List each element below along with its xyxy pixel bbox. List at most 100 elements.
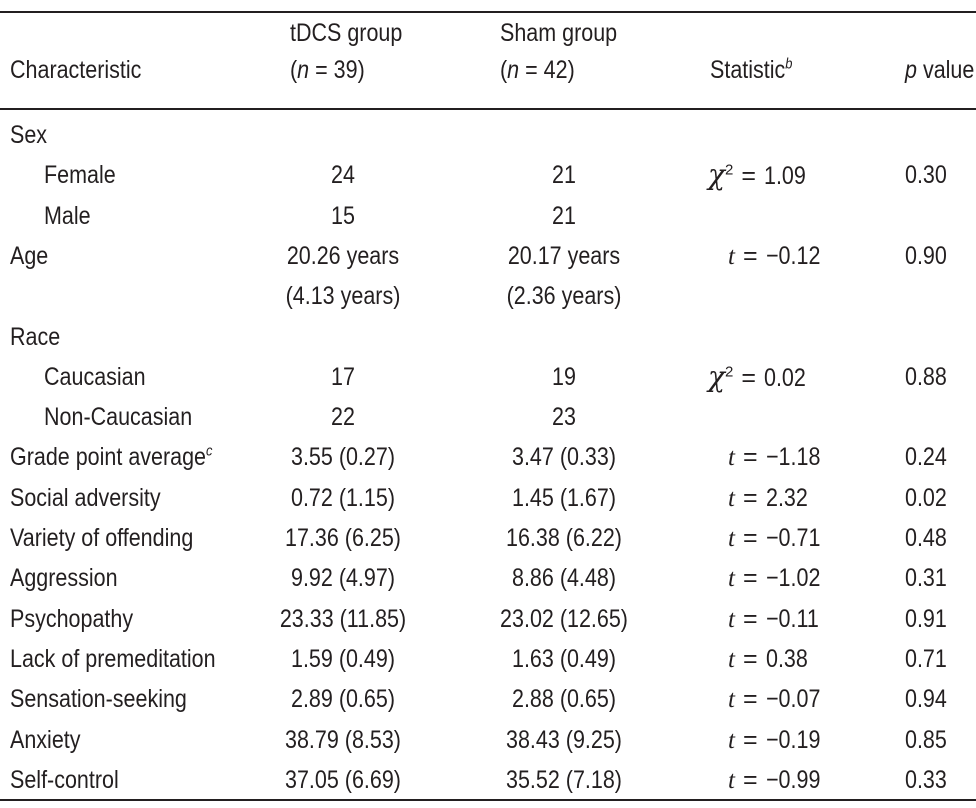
statistic-number: −0.12: [765, 241, 820, 270]
t-symbol: t: [728, 726, 735, 754]
header-sham-group: Sham group: [500, 19, 618, 47]
row-label: Caucasian: [44, 357, 146, 397]
sham-value: 23.02 (12.65): [500, 604, 628, 633]
t-symbol: t: [728, 444, 735, 472]
sham-value: 3.47 (0.33): [511, 443, 616, 472]
statistic-value: t = 0.38: [728, 639, 814, 680]
equals-sign: =: [742, 241, 758, 270]
header-statistic-note: b: [785, 55, 793, 73]
statistic-value: χ2 = 0.02: [708, 357, 813, 398]
p-value: 0.88: [905, 362, 947, 391]
header-rule: [0, 108, 976, 110]
t-symbol: t: [728, 484, 735, 512]
row-label: Anxiety: [10, 720, 81, 760]
sham-value: 23: [552, 403, 576, 432]
row-label: Male: [44, 196, 91, 236]
row-label-text: Social adversity: [10, 483, 161, 512]
equals-sign: =: [742, 685, 758, 714]
t-symbol: t: [728, 565, 735, 593]
row-label: Race: [10, 317, 60, 357]
t-symbol: t: [728, 605, 735, 633]
tdcs-value: 24: [331, 161, 355, 190]
header-tdcs-n: (n = 39): [290, 56, 365, 84]
header-p-var: p: [905, 56, 917, 84]
sham-value: 20.17 years: [507, 241, 621, 270]
header-tdcs-n-var: n: [297, 56, 310, 84]
t-symbol: t: [728, 686, 735, 714]
bottom-rule: [0, 799, 976, 801]
equals-sign: =: [742, 443, 758, 472]
tdcs-value: 1.59 (0.49): [290, 644, 395, 673]
chi-square-exponent: 2: [724, 363, 734, 381]
header-sham-n-eq: =: [525, 56, 538, 84]
row-label-text: Female: [44, 161, 116, 190]
row-label: Social adversity: [10, 478, 161, 518]
sham-value: 35.52 (7.18): [506, 765, 622, 794]
statistic-number: −0.07: [765, 685, 820, 714]
row-label-text: Lack of premeditation: [10, 644, 216, 673]
statistic-value: t = −0.12: [728, 236, 829, 277]
t-symbol: t: [728, 525, 735, 552]
equals-sign: =: [742, 483, 758, 512]
row-label-text: Caucasian: [44, 362, 146, 391]
statistic-value: t = −0.11: [728, 599, 827, 640]
row-label-text: Psychopathy: [10, 604, 134, 633]
sham-value: 21: [552, 161, 576, 190]
p-value: 0.90: [905, 241, 947, 270]
p-value: 0.33: [905, 765, 947, 794]
tdcs-value: 17.36 (6.25): [285, 524, 401, 552]
p-value: 0.85: [905, 725, 947, 754]
header-characteristic: Characteristic: [10, 56, 142, 84]
row-label: Sensation-seeking: [10, 679, 187, 719]
tdcs-value: 37.05 (6.69): [285, 765, 401, 794]
statistic-number: 0.02: [763, 363, 806, 392]
row-label: Grade point averagec: [10, 437, 212, 477]
statistic-number: −0.11: [765, 604, 819, 633]
statistic-value: t = −0.71: [728, 518, 829, 559]
header-statistic-label: Statistic: [710, 56, 786, 84]
tdcs-value: 2.89 (0.65): [290, 685, 395, 714]
tdcs-value: 20.26 years: [286, 241, 400, 270]
statistic-number: −0.99: [765, 765, 820, 794]
tdcs-value: (4.13 years): [285, 282, 401, 311]
tdcs-value: 3.55 (0.27): [290, 443, 395, 472]
row-label: Female: [44, 155, 116, 195]
equals-sign: =: [742, 644, 758, 673]
p-value: 0.02: [905, 483, 947, 512]
row-label-footnote: c: [206, 443, 213, 461]
equals-sign: =: [741, 162, 756, 191]
row-label-text: Anxiety: [10, 725, 81, 754]
chi-square-exponent: 2: [724, 161, 734, 179]
row-label-text: Male: [44, 201, 91, 230]
row-label: Non-Caucasian: [44, 397, 192, 437]
row-label: Variety of offending: [10, 518, 193, 558]
t-symbol: t: [728, 645, 735, 673]
row-label-text: Non-Caucasian: [44, 403, 193, 432]
statistic-number: −0.19: [765, 725, 820, 754]
row-label: Self-control: [10, 760, 119, 800]
sham-value: (2.36 years): [506, 282, 622, 311]
statistic-number: −1.18: [765, 443, 820, 472]
statistic-value: t = −0.07: [728, 679, 829, 720]
tdcs-value: 17: [331, 362, 355, 391]
statistic-value: t = −0.19: [728, 720, 829, 761]
p-value: 0.94: [905, 685, 947, 714]
p-value: 0.31: [905, 564, 947, 593]
equals-sign: =: [742, 765, 758, 794]
equals-sign: =: [742, 725, 758, 754]
header-sham-n-val: 42: [543, 56, 568, 84]
row-label: Age: [10, 236, 48, 276]
chi-square-symbol: χ: [708, 359, 725, 393]
row-label-text: Sensation-seeking: [10, 685, 187, 714]
row-label: Aggression: [10, 558, 118, 598]
statistic-number: −0.71: [765, 524, 820, 552]
sham-value: 2.88 (0.65): [511, 685, 616, 714]
statistic-value: χ2 = 1.09: [708, 155, 813, 196]
header-p-value: p value: [905, 52, 974, 88]
row-label-text: Grade point average: [10, 443, 207, 472]
row-label-text: Self-control: [10, 765, 119, 794]
tdcs-value: 15: [331, 201, 355, 230]
sham-value: 38.43 (9.25): [506, 725, 622, 754]
sham-value: 19: [552, 362, 576, 391]
p-value: 0.71: [905, 644, 947, 673]
